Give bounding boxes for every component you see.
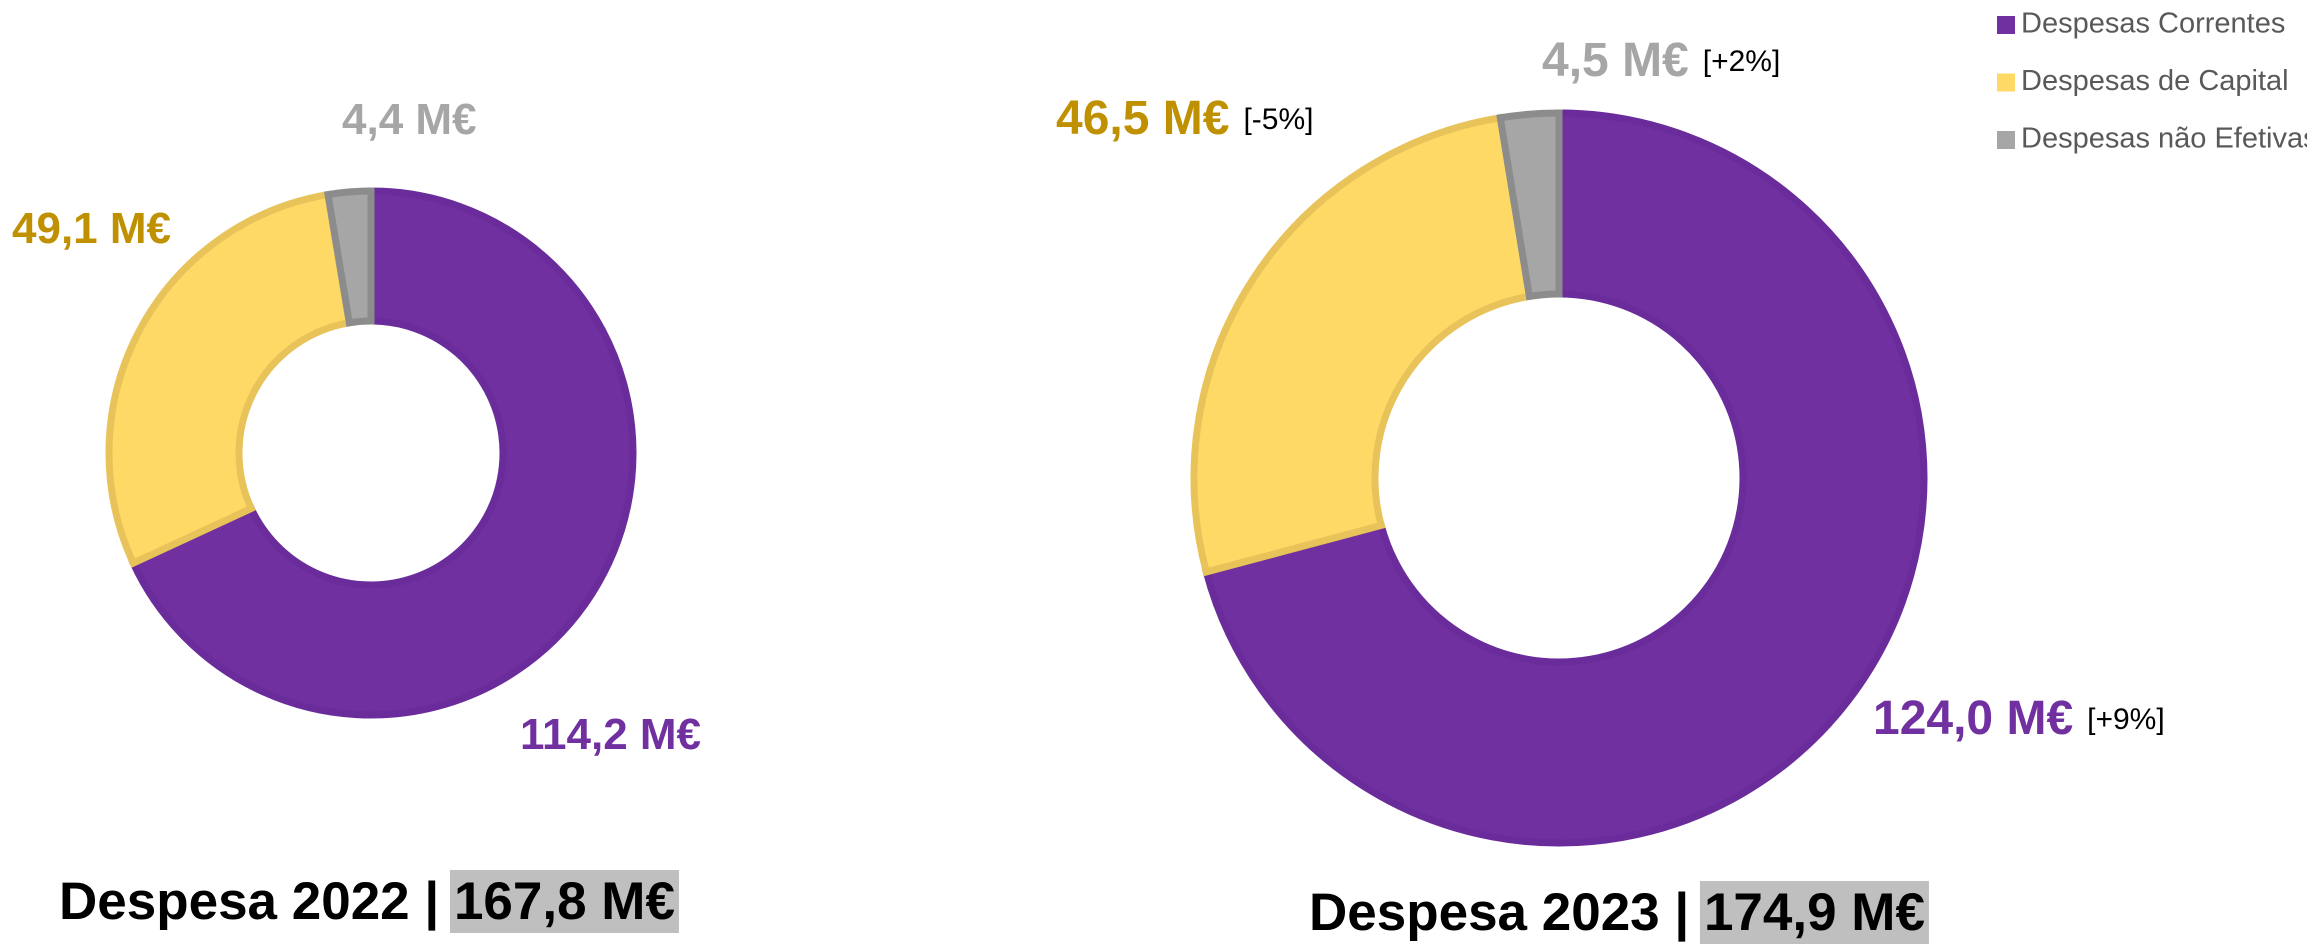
legend-label: Despesas de Capital <box>2021 65 2289 97</box>
legend-label: Despesas não Efetivas <box>2021 123 2307 155</box>
donut-slice <box>1496 109 1563 301</box>
legend-swatch <box>1997 73 2015 92</box>
change-label: [+2%] <box>1703 45 1781 78</box>
change-label: [-5%] <box>1243 103 1313 136</box>
donut-slice <box>1202 109 1928 847</box>
data-label: 4,4 M€ <box>342 95 477 144</box>
value-label: 49,1 M€ <box>12 204 171 253</box>
data-label: 46,5 M€ [-5%] <box>1056 92 1313 145</box>
legend-label: Despesas Correntes <box>2021 8 2285 40</box>
value-label: 124,0 M€ <box>1873 692 2073 745</box>
total-highlight <box>1699 881 1929 944</box>
total-highlight <box>449 870 679 933</box>
data-label: 124,0 M€ [+9%] <box>1873 692 2165 745</box>
chart-title: Despesa 2023 | 174,9 M€ <box>1309 883 1925 943</box>
change-label: [+9%] <box>2087 703 2165 736</box>
value-label: 114,2 M€ <box>520 710 701 759</box>
title-total: 174,9 M€ <box>1704 883 1925 942</box>
data-label: 49,1 M€ <box>12 204 171 253</box>
value-label: 4,4 M€ <box>342 95 477 144</box>
chart-title: Despesa 2022 | 167,8 M€ <box>59 872 675 932</box>
donut-slice <box>128 187 637 719</box>
data-label: 4,5 M€ [+2%] <box>1542 34 1780 87</box>
donut-slice <box>323 187 375 327</box>
legend-swatch <box>1997 16 2015 34</box>
donut-slice <box>1190 113 1534 577</box>
legend-swatch <box>1997 131 2015 149</box>
title-text: Despesa 2022 | <box>59 872 454 932</box>
title-total: 167,8 M€ <box>454 872 675 931</box>
value-label: 46,5 M€ <box>1056 92 1229 145</box>
data-label: 114,2 M€ <box>520 710 701 759</box>
value-label: 4,5 M€ <box>1542 34 1689 87</box>
donut-slice <box>105 190 354 568</box>
title-text: Despesa 2023 | <box>1309 883 1704 943</box>
